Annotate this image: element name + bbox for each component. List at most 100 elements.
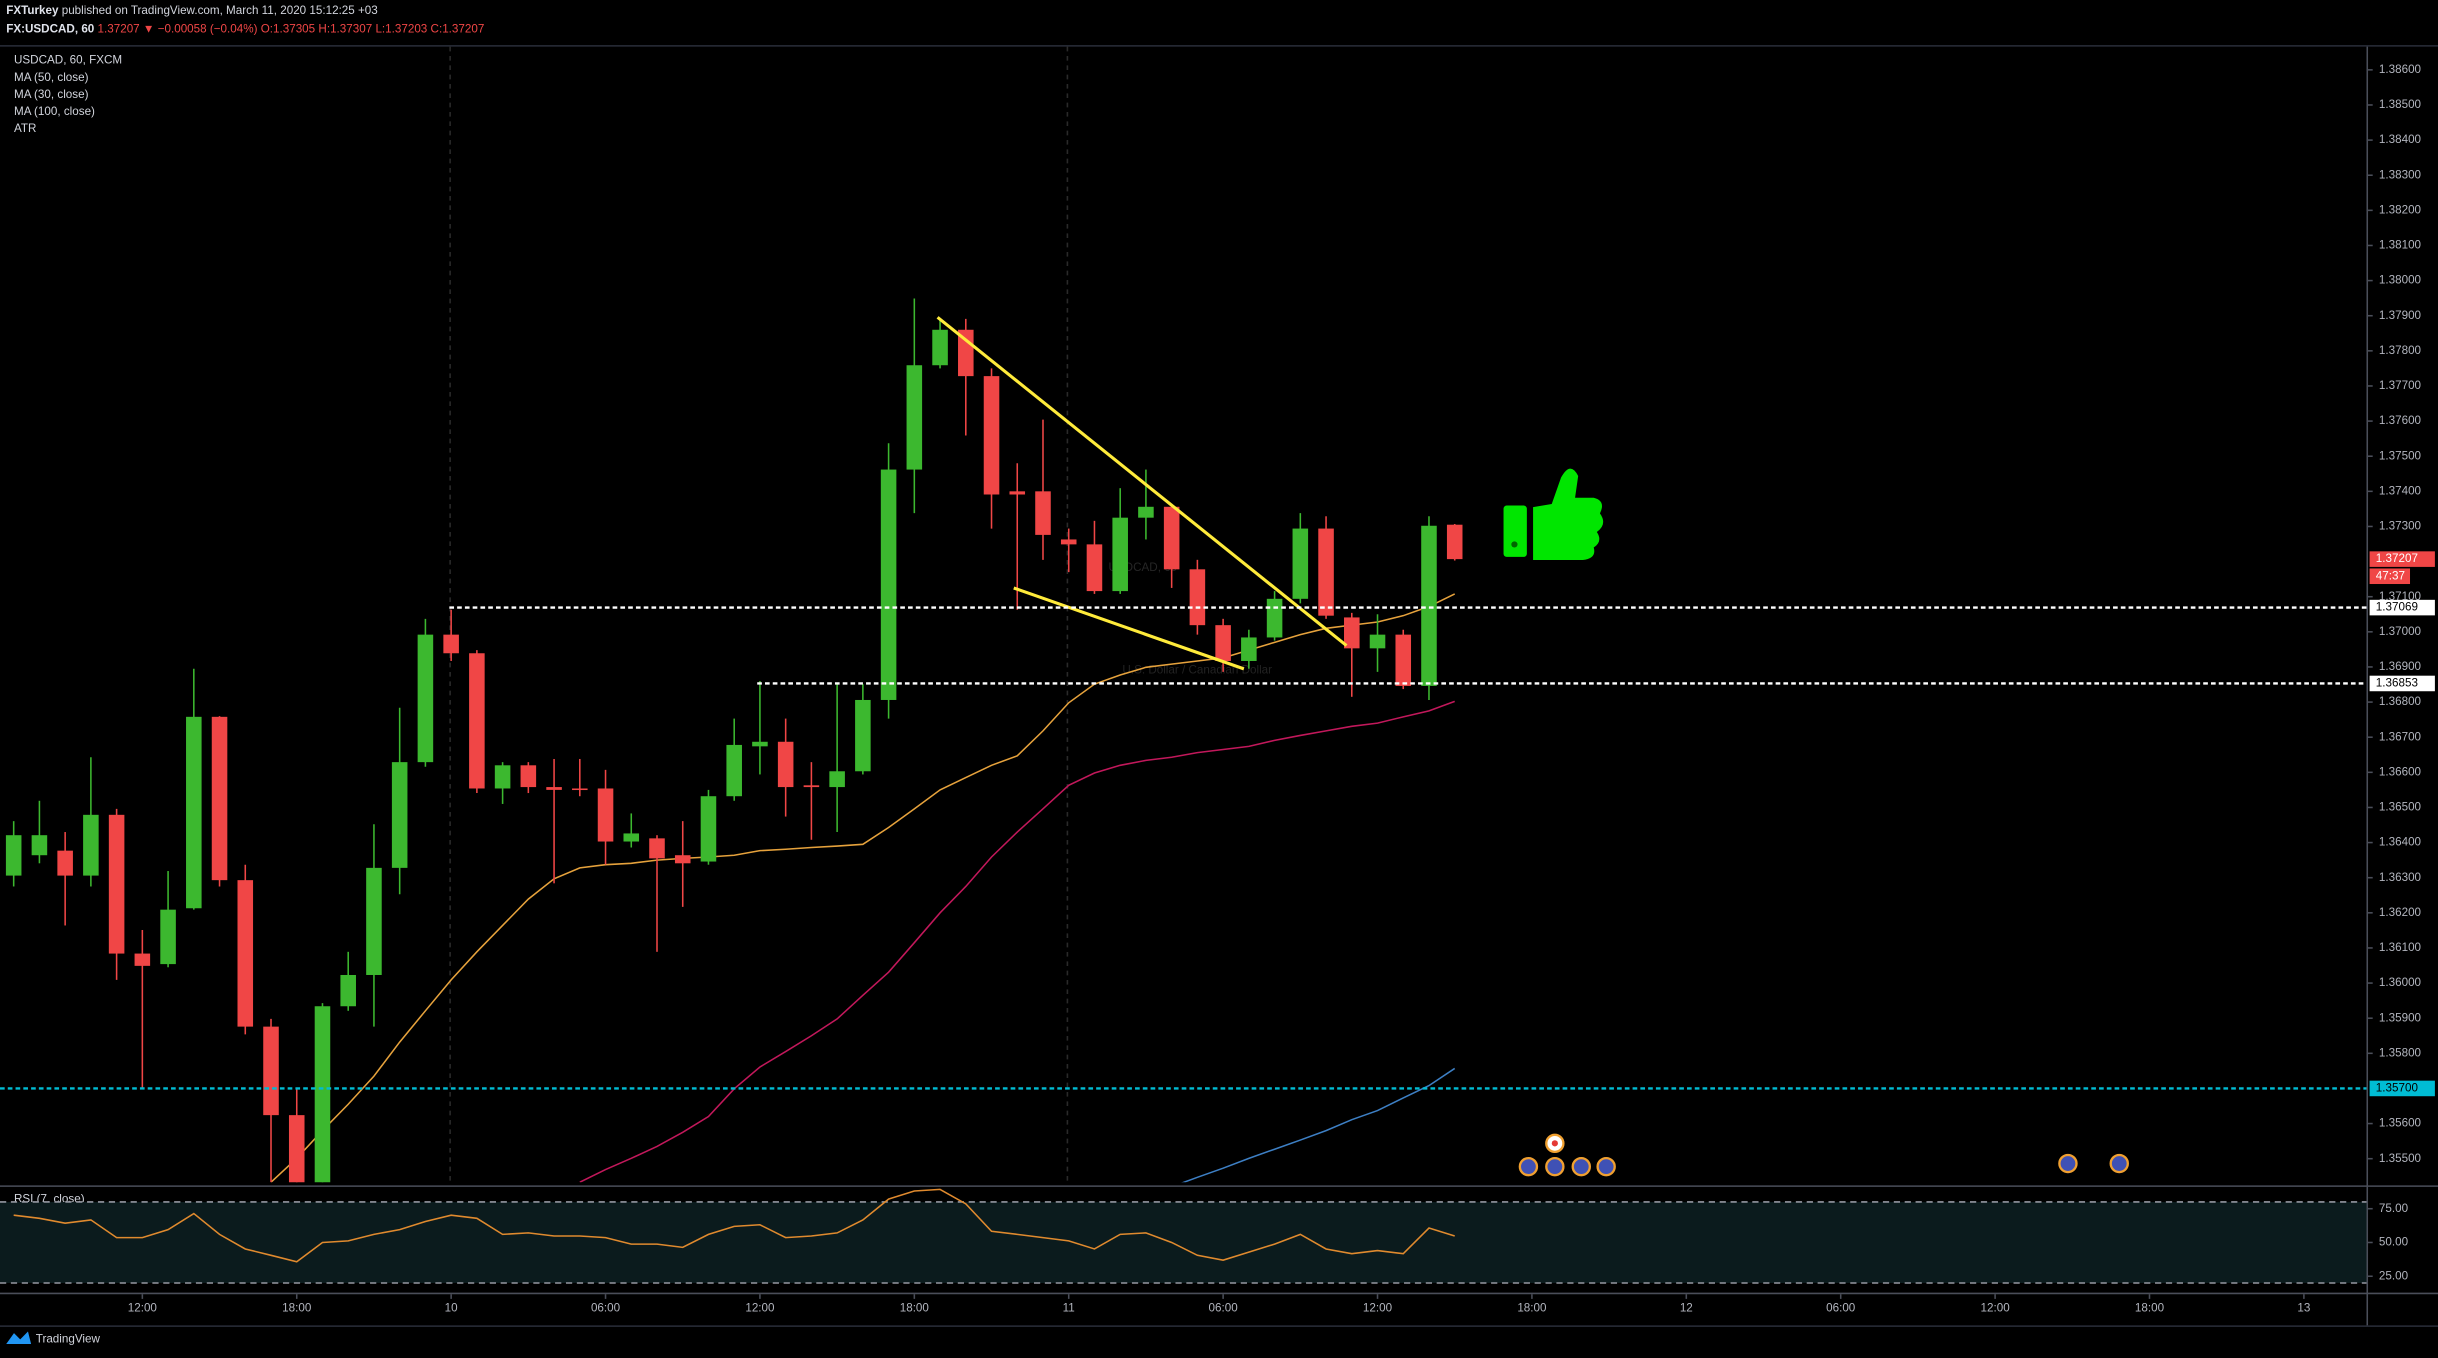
legend-entry: MA (50, close) bbox=[14, 71, 89, 84]
candle-body bbox=[366, 867, 382, 975]
candle-body bbox=[31, 835, 48, 856]
x-tick-label: 18:00 bbox=[900, 1301, 930, 1314]
candle-body bbox=[1215, 625, 1231, 661]
candle-body bbox=[1189, 569, 1206, 626]
y-tick-label: 1.35800 bbox=[2379, 1046, 2422, 1059]
y-tick-label: 1.35600 bbox=[2379, 1117, 2422, 1130]
price-level-tag bbox=[2369, 1080, 2435, 1097]
y-tick-label: 1.36800 bbox=[2379, 695, 2422, 708]
legend-title: USDCAD, 60, FXCM bbox=[14, 54, 122, 67]
x-tick-label: 06:00 bbox=[1209, 1301, 1239, 1314]
x-tick-label: 18:00 bbox=[1517, 1301, 1547, 1314]
countdown: 47:37 bbox=[2376, 569, 2405, 582]
x-tick-label: 11 bbox=[1063, 1301, 1075, 1314]
candle-body bbox=[263, 1026, 279, 1116]
candle-body bbox=[237, 880, 254, 1027]
candle-body bbox=[649, 838, 665, 859]
y-tick-label: 1.37600 bbox=[2379, 414, 2422, 427]
ohlc-low: L:1.37203 bbox=[375, 23, 427, 36]
y-tick-label: 1.35900 bbox=[2379, 1011, 2422, 1024]
y-tick-label: 1.37100 bbox=[2379, 590, 2422, 603]
candle-body bbox=[443, 634, 459, 654]
candle-body bbox=[134, 953, 151, 966]
candle-body bbox=[391, 762, 408, 868]
candle-body bbox=[1395, 634, 1412, 686]
event-icons bbox=[1518, 1133, 2129, 1177]
symbol: FX:USDCAD, 60 bbox=[6, 23, 94, 36]
event-icon bbox=[1596, 1156, 1616, 1177]
last-price-tag bbox=[2369, 551, 2435, 567]
candle-body bbox=[340, 974, 356, 1007]
candle-body bbox=[1112, 517, 1128, 592]
candle-body bbox=[983, 376, 1000, 495]
candle-body bbox=[880, 469, 897, 700]
y-tick-label: 1.38400 bbox=[2379, 133, 2422, 146]
candle-body bbox=[1009, 491, 1026, 495]
y-tick-label: 1.36000 bbox=[2379, 976, 2422, 989]
candle-body bbox=[1086, 544, 1103, 592]
price-level-tag bbox=[2369, 675, 2435, 692]
candle-body bbox=[160, 909, 176, 965]
candle-body bbox=[1163, 506, 1180, 570]
legend-entry: MA (100, close) bbox=[14, 105, 95, 118]
candle-body bbox=[1318, 528, 1334, 616]
watermark-sub: U.S. Dollar / Canadian Dollar bbox=[1122, 664, 1272, 677]
ohlc-open: O:1.37305 bbox=[261, 23, 315, 36]
candle-body bbox=[1292, 528, 1309, 599]
candle-body bbox=[5, 835, 22, 876]
brand-logo bbox=[6, 1331, 32, 1344]
candle-body bbox=[1241, 637, 1257, 661]
event-icon bbox=[1518, 1156, 1539, 1177]
y-tick-label: 1.38500 bbox=[2379, 98, 2422, 111]
candle-body bbox=[726, 744, 742, 797]
rsi-line-group bbox=[13, 1188, 1455, 1263]
rsi-band-fill bbox=[0, 1201, 2367, 1284]
x-tick-label: 12:00 bbox=[128, 1301, 158, 1314]
countdown-tag bbox=[2369, 568, 2411, 585]
candle-body bbox=[1266, 598, 1283, 638]
rsi-pane bbox=[0, 1188, 2367, 1284]
event-icon bbox=[2109, 1153, 2129, 1174]
trendline bbox=[1013, 586, 1245, 671]
y-tick-label: 1.38600 bbox=[2379, 63, 2422, 76]
candle-body bbox=[674, 855, 691, 864]
x-tick-label: 12:00 bbox=[745, 1301, 775, 1314]
y-tick-label: 1.38300 bbox=[2379, 168, 2422, 181]
y-tick-label: 1.36300 bbox=[2379, 871, 2422, 884]
y-tick-label: 1.37700 bbox=[2379, 379, 2422, 392]
candle-body bbox=[803, 785, 820, 788]
thumbs-up-icon bbox=[1503, 468, 1604, 560]
candle-body bbox=[1344, 617, 1360, 649]
candle-body bbox=[572, 788, 588, 791]
x-tick-label: 10 bbox=[445, 1301, 458, 1314]
thumb-dot bbox=[1511, 541, 1518, 548]
last-price-label: 1.37207 bbox=[2376, 552, 2418, 565]
candle-body bbox=[777, 741, 794, 788]
y-tick-label: 1.37900 bbox=[2379, 309, 2422, 322]
event-flag bbox=[1551, 1140, 1558, 1147]
change: ▼ −0.00058 (−0.04%) bbox=[143, 23, 258, 36]
candle-body bbox=[520, 765, 537, 788]
candle-body bbox=[108, 814, 125, 954]
ohlc-high: H:1.37307 bbox=[318, 23, 372, 36]
moving-average bbox=[579, 700, 1455, 1183]
y-tick-label: 1.37300 bbox=[2379, 520, 2422, 533]
y-tick-label: 1.37800 bbox=[2379, 344, 2422, 357]
y-tick-label: 1.38100 bbox=[2379, 239, 2422, 252]
candle-body bbox=[1421, 525, 1437, 686]
header-line: FXTurkey published on TradingView.com, M… bbox=[6, 4, 378, 17]
rsi-tick-label: 75.00 bbox=[2379, 1202, 2409, 1215]
rsi-tick-label: 25.00 bbox=[2379, 1269, 2409, 1282]
candle-body bbox=[906, 365, 923, 470]
rsi-line bbox=[13, 1188, 1455, 1263]
candle-body bbox=[1446, 524, 1463, 560]
y-tick-label: 1.36900 bbox=[2379, 660, 2422, 673]
price-pane bbox=[5, 298, 1463, 1183]
candle-body bbox=[83, 814, 99, 876]
moving-average bbox=[1181, 1067, 1456, 1183]
rsi-tick-label: 50.00 bbox=[2379, 1236, 2409, 1249]
thumb-cuff bbox=[1503, 505, 1527, 557]
y-tick-label: 1.36200 bbox=[2379, 906, 2422, 919]
